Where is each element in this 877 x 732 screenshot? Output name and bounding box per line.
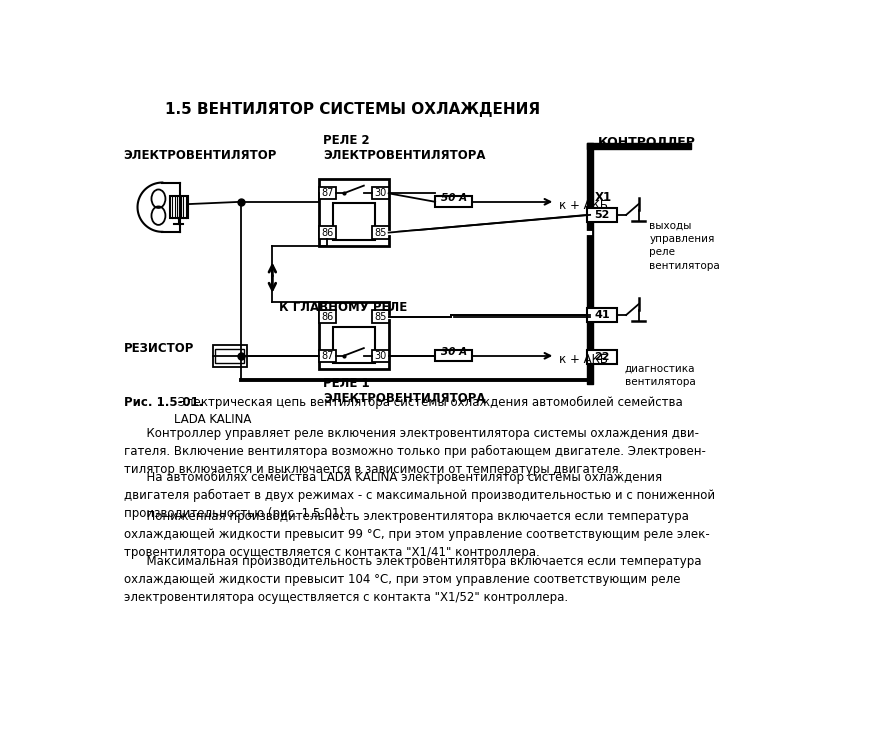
Bar — [372, 226, 389, 239]
Bar — [319, 302, 389, 369]
Bar — [215, 349, 245, 363]
Text: 87: 87 — [321, 188, 333, 198]
Bar — [213, 345, 246, 367]
Text: Пониженная производительность электровентилятора включается если температура
охл: Пониженная производительность электровен… — [124, 509, 709, 559]
Bar — [588, 208, 617, 222]
Text: выходы
управления
реле
вентилятора: выходы управления реле вентилятора — [649, 221, 720, 271]
Bar — [319, 179, 389, 246]
Text: X1: X1 — [595, 191, 612, 204]
Text: 22: 22 — [595, 352, 610, 362]
Bar — [372, 350, 389, 362]
Bar — [588, 351, 617, 365]
Text: Контроллер управляет реле включения электровентилятора системы охлаждения дви-
г: Контроллер управляет реле включения элек… — [124, 427, 705, 476]
Text: к + АКБ: к + АКБ — [560, 199, 608, 212]
Bar — [435, 351, 473, 361]
Text: 85: 85 — [374, 312, 386, 321]
Text: 86: 86 — [321, 312, 333, 321]
Text: РЕЛЕ 2
ЭЛЕКТРОВЕНТИЛЯТОРА: РЕЛЕ 2 ЭЛЕКТРОВЕНТИЛЯТОРА — [323, 134, 485, 162]
Bar — [333, 326, 374, 363]
Text: Максимальная производительность электровентилятора включается если температура
о: Максимальная производительность электров… — [124, 556, 701, 604]
Bar — [372, 187, 389, 200]
Text: 87: 87 — [321, 351, 333, 361]
Bar — [319, 310, 336, 323]
Text: РЕЗИСТОР: РЕЗИСТОР — [124, 342, 194, 355]
Bar — [372, 310, 389, 323]
Text: ЭЛЕКТРОВЕНТИЛЯТОР: ЭЛЕКТРОВЕНТИЛЯТОР — [124, 149, 277, 163]
Text: РЕЛЕ 1
ЭЛЕКТРОВЕНТИЛЯТОРА: РЕЛЕ 1 ЭЛЕКТРОВЕНТИЛЯТОРА — [323, 376, 485, 405]
Bar — [319, 187, 336, 200]
Text: 1.5 ВЕНТИЛЯТОР СИСТЕМЫ ОХЛАЖДЕНИЯ: 1.5 ВЕНТИЛЯТОР СИСТЕМЫ ОХЛАЖДЕНИЯ — [166, 102, 540, 116]
Bar — [333, 203, 374, 239]
Text: 86: 86 — [321, 228, 333, 238]
Text: На автомобилях семейства LADA KALINA электровентилятор системы охлаждения
двигат: На автомобилях семейства LADA KALINA эле… — [124, 471, 715, 520]
Text: Электрическая цепь вентилятора системы охлаждения автомобилей семейства
LADA KAL: Электрическая цепь вентилятора системы о… — [174, 396, 682, 426]
Text: 30 А: 30 А — [440, 346, 467, 356]
Text: к + АКБ: к + АКБ — [560, 353, 608, 366]
Text: 52: 52 — [595, 210, 610, 220]
Bar — [435, 196, 473, 207]
Bar — [588, 308, 617, 322]
Text: Рис. 1.5-01.: Рис. 1.5-01. — [124, 396, 203, 409]
Text: 30: 30 — [374, 351, 386, 361]
Text: 30: 30 — [374, 188, 386, 198]
Bar — [319, 350, 336, 362]
Text: 85: 85 — [374, 228, 386, 238]
Text: КОНТРОЛЛЕР: КОНТРОЛЛЕР — [598, 135, 695, 149]
Text: К ГЛАВНОМУ РЕЛЕ: К ГЛАВНОМУ РЕЛЕ — [279, 301, 407, 314]
Text: 41: 41 — [595, 310, 610, 320]
Bar — [319, 226, 336, 239]
Text: диагностика
вентилятора: диагностика вентилятора — [624, 364, 695, 386]
Bar — [170, 196, 188, 218]
Text: 50 А: 50 А — [440, 193, 467, 203]
